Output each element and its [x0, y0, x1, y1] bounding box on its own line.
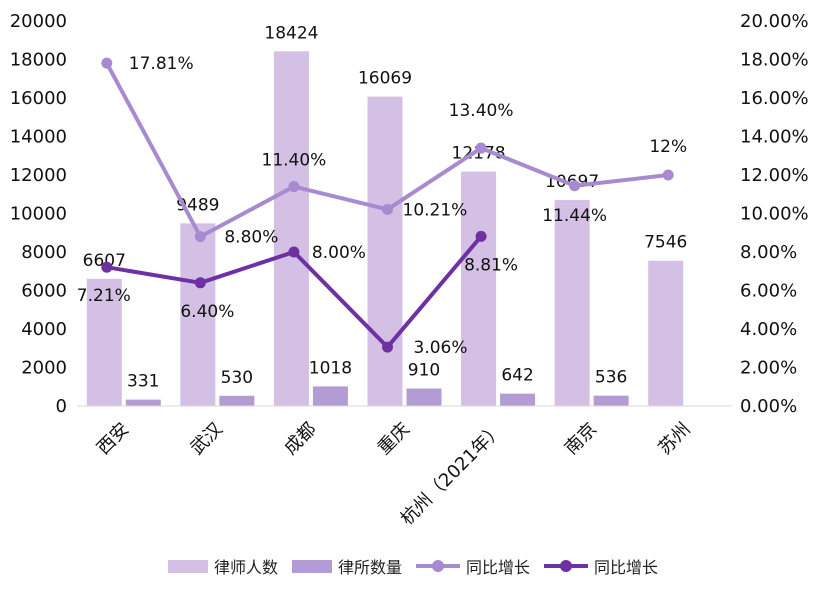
line-value-label-growth-light: 11.44% — [542, 206, 607, 226]
line-value-label-growth-dark: 6.40% — [180, 302, 234, 322]
line-point-growth-dark — [382, 341, 393, 353]
bar-value-label-firms: 536 — [595, 368, 627, 388]
bar-lawyers — [86, 278, 122, 406]
line-point-growth-dark — [101, 261, 113, 273]
line-point-growth-dark — [475, 230, 487, 242]
legend-item-lawyers: 律师人数 — [168, 554, 278, 578]
bar-firms — [500, 393, 536, 406]
x-tick-label: 武汉 — [187, 419, 227, 459]
y-right-tick-label: 4.00% — [740, 319, 797, 340]
y-right-tick-label: 0.00% — [740, 396, 797, 417]
line-value-label-growth-dark: 8.81% — [464, 255, 518, 275]
y-left-tick-label: 18000 — [10, 50, 67, 71]
y-right-tick-label: 20.00% — [740, 11, 809, 32]
y-right-tick-label: 16.00% — [740, 88, 809, 109]
y-left-tick-label: 16000 — [10, 88, 67, 109]
bar-firms — [406, 388, 442, 406]
y-left-tick-label: 12000 — [10, 165, 67, 186]
bar-value-label-firms: 910 — [408, 360, 440, 380]
bar-value-label-firms: 642 — [501, 366, 533, 386]
bar-value-label-lawyers: 6607 — [83, 251, 126, 271]
x-tick-label: 杭州（2021年） — [397, 419, 508, 530]
y-left-tick-label: 20000 — [10, 11, 67, 32]
line-value-label-growth-light: 8.80% — [224, 228, 278, 248]
y-left-tick-label: 10000 — [10, 204, 67, 225]
line-value-label-growth-light: 13.40% — [449, 101, 514, 121]
legend-swatch-growth-light — [416, 559, 461, 573]
x-tick-label: 西安 — [93, 419, 133, 459]
bar-lawyers — [180, 223, 216, 406]
line-point-growth-light — [288, 181, 300, 193]
bar-lawyers — [367, 96, 403, 406]
legend-item-firms: 律所数量 — [292, 554, 402, 578]
bar-lawyers — [648, 260, 684, 406]
y-right-tick-label: 6.00% — [740, 281, 797, 302]
y-right-tick-label: 14.00% — [740, 127, 809, 148]
line-point-growth-light — [569, 180, 581, 192]
legend-label-growth-light: 同比增长 — [466, 558, 531, 577]
x-tick-label: 成都 — [280, 419, 320, 459]
legend: 律师人数 律所数量 同比增长 同比增长 — [168, 553, 672, 579]
bar-lawyers — [461, 171, 497, 406]
line-point-growth-dark — [194, 277, 206, 289]
bar-value-label-lawyers: 7546 — [644, 233, 687, 253]
legend-swatch-lawyers — [168, 559, 208, 573]
bar-firms — [219, 395, 255, 406]
line-point-growth-light — [475, 142, 487, 154]
legend-label-lawyers: 律师人数 — [214, 558, 279, 577]
x-tick-label: 重庆 — [374, 419, 414, 459]
line-value-label-growth-dark: 8.00% — [312, 243, 366, 263]
legend-item-growth-dark: 同比增长 — [544, 554, 658, 578]
y-right-tick-label: 8.00% — [740, 242, 797, 263]
line-point-growth-light — [382, 203, 393, 215]
y-left-tick-label: 4000 — [21, 319, 67, 340]
legend-label-firms: 律所数量 — [338, 558, 403, 577]
y-right-tick-label: 10.00% — [740, 204, 809, 225]
line-point-growth-dark — [288, 246, 300, 258]
y-left-tick-label: 2000 — [21, 358, 67, 379]
y-left-tick-label: 6000 — [21, 281, 67, 302]
bar-firms — [125, 399, 161, 406]
line-value-label-growth-light: 10.21% — [403, 200, 468, 220]
line-point-growth-light — [101, 57, 113, 69]
bar-firms — [593, 395, 629, 406]
line-point-growth-light — [194, 231, 206, 243]
bar-value-label-firms: 331 — [127, 372, 159, 392]
x-tick-label: 苏州 — [654, 419, 694, 459]
legend-item-growth-light: 同比增长 — [416, 554, 530, 578]
bar-value-label-firms: 1018 — [309, 358, 352, 378]
legend-swatch-firms — [292, 559, 333, 573]
y-left-tick-label: 14000 — [10, 127, 67, 148]
x-tick-label: 南京 — [561, 419, 601, 459]
bar-lawyers — [273, 51, 309, 406]
y-right-tick-label: 12.00% — [740, 165, 809, 186]
line-point-growth-light — [662, 169, 674, 181]
line-value-label-growth-light: 12% — [649, 137, 687, 157]
legend-label-growth-dark: 同比增长 — [594, 558, 659, 577]
legend-swatch-growth-dark — [544, 559, 589, 573]
bar-lawyers — [554, 200, 590, 406]
bar-value-label-firms: 530 — [221, 368, 253, 388]
y-left-tick-label: 8000 — [21, 242, 67, 263]
line-value-label-growth-light: 11.40% — [262, 151, 327, 171]
y-left-tick-label: 0 — [56, 396, 67, 417]
bar-value-label-lawyers: 16069 — [358, 69, 412, 89]
line-value-label-growth-dark: 7.21% — [77, 286, 131, 306]
y-right-tick-label: 18.00% — [740, 50, 809, 71]
bar-firms — [312, 386, 348, 406]
line-value-label-growth-light: 17.81% — [129, 54, 194, 74]
bar-value-label-lawyers: 18424 — [264, 23, 318, 43]
line-value-label-growth-dark: 3.06% — [414, 338, 468, 358]
y-right-tick-label: 2.00% — [740, 358, 797, 379]
